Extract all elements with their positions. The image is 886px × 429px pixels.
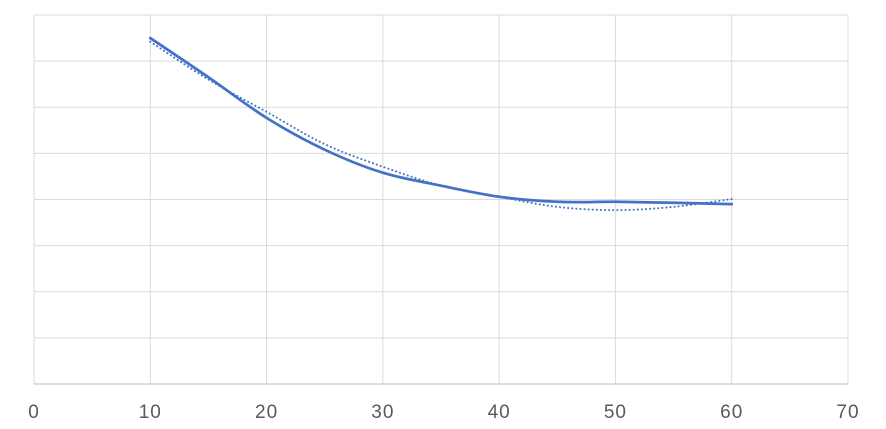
x-tick-label: 30	[371, 402, 394, 423]
series-line	[148, 36, 734, 206]
x-tick-label: 40	[488, 402, 511, 423]
x-tick-label: 20	[255, 402, 278, 423]
x-tick-label: 0	[28, 402, 40, 423]
x-tick-label: 10	[139, 402, 162, 423]
series-line	[149, 40, 733, 212]
x-tick-label: 50	[604, 402, 627, 423]
x-tick-label: 70	[836, 402, 859, 423]
x-tick-label: 60	[720, 402, 743, 423]
